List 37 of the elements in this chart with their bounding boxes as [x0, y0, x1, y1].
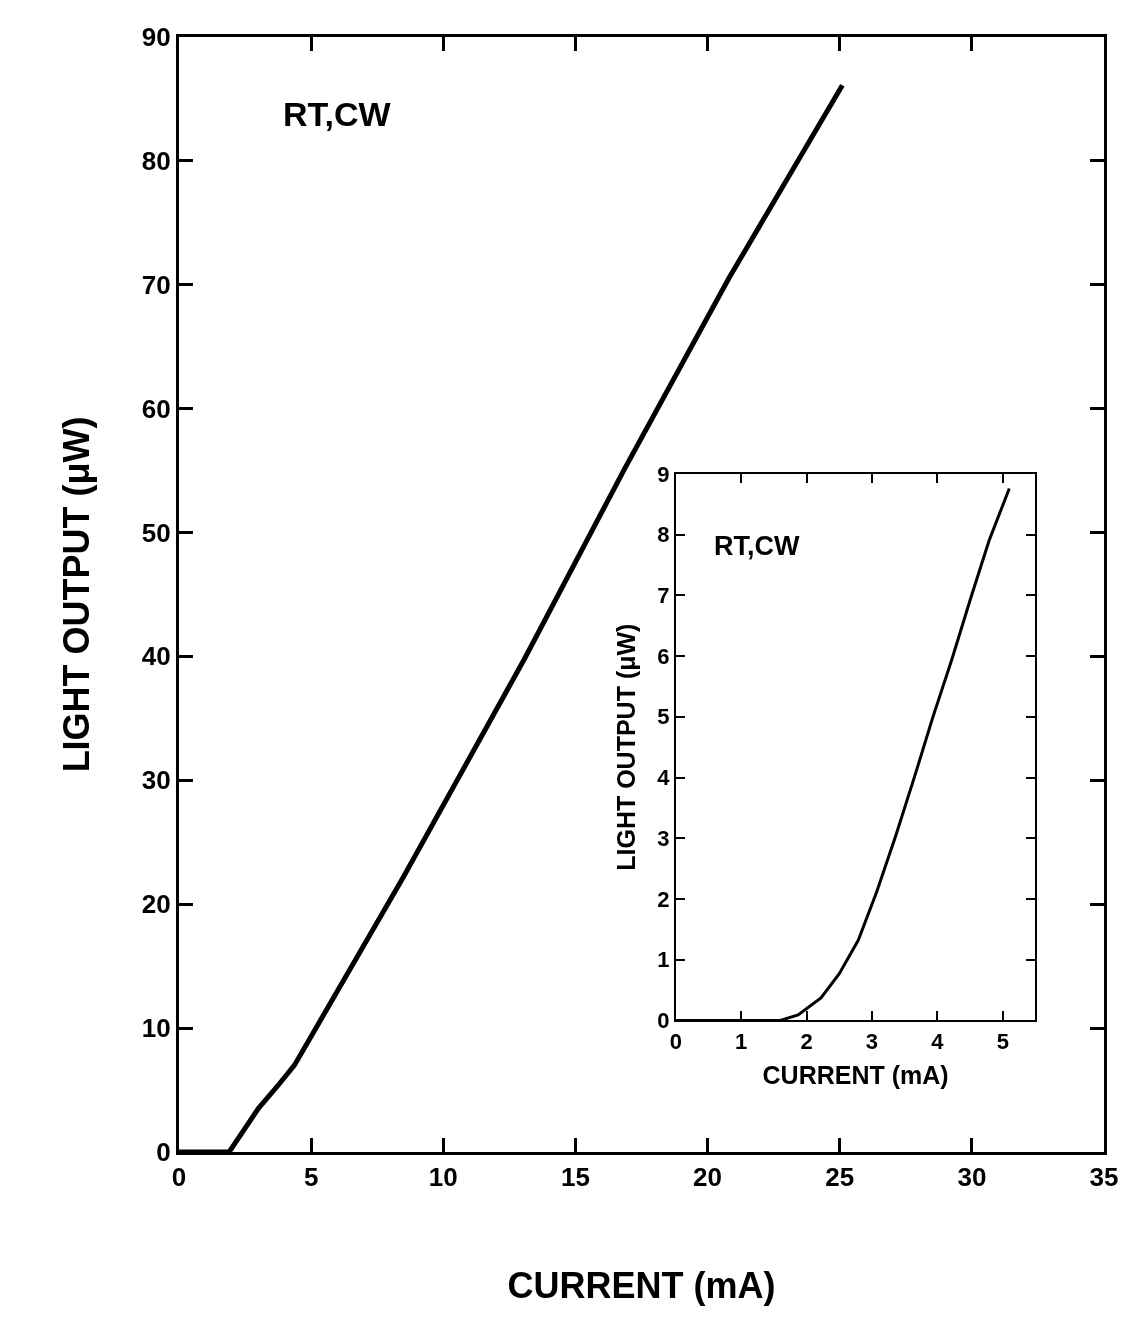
x-tick-label: 20 [693, 1162, 723, 1193]
y-tick-label: 7 [657, 583, 670, 609]
x-tick-label: 25 [825, 1162, 855, 1193]
y-tick-label: 5 [657, 704, 670, 730]
annotation: RT,CW [283, 95, 392, 133]
x-tick-label: 3 [865, 1028, 879, 1054]
x-tick-label: 4 [931, 1028, 945, 1054]
x-axis-title: CURRENT (mA) [762, 1061, 949, 1090]
y-tick-label: 70 [141, 269, 171, 300]
y-tick-label: 40 [141, 641, 171, 672]
x-tick-label: 5 [303, 1162, 319, 1193]
x-tick-label: 30 [957, 1162, 987, 1193]
y-axis-title: LIGHT OUTPUT (μW) [55, 416, 97, 773]
y-tick-label: 50 [141, 517, 171, 548]
x-tick-label: 2 [800, 1028, 813, 1054]
x-tick-label: 10 [428, 1162, 458, 1193]
y-tick-label: 9 [657, 461, 670, 487]
y-tick-label: 80 [141, 145, 171, 176]
y-tick-label: 20 [141, 889, 171, 920]
y-tick-label: 0 [156, 1136, 171, 1167]
x-tick-label: 35 [1089, 1162, 1119, 1193]
y-tick-label: 4 [657, 765, 671, 791]
x-tick-label: 15 [560, 1162, 590, 1193]
x-tick-label: 1 [735, 1028, 748, 1054]
y-tick-label: 60 [141, 393, 171, 424]
y-tick-label: 1 [657, 947, 670, 973]
y-tick-label: 3 [657, 825, 670, 851]
y-tick-label: 0 [657, 1008, 670, 1034]
x-axis-title: CURRENT (mA) [507, 1264, 776, 1306]
y-tick-label: 90 [141, 22, 171, 53]
y-tick-label: 30 [141, 765, 171, 796]
x-tick-label: 5 [996, 1028, 1009, 1054]
y-tick-label: 6 [657, 643, 670, 669]
annotation: RT,CW [714, 531, 800, 561]
y-tick-label: 8 [657, 522, 670, 548]
y-tick-label: 2 [657, 886, 670, 912]
y-axis-title: LIGHT OUTPUT (μW) [612, 623, 641, 871]
